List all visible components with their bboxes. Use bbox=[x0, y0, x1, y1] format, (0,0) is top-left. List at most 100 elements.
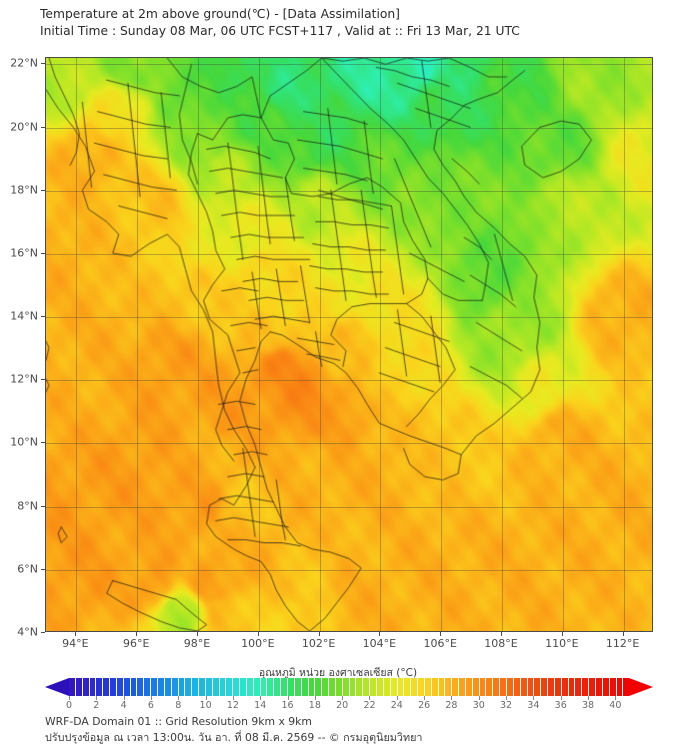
colorbar-tick bbox=[560, 696, 562, 700]
colorbar-cell bbox=[356, 678, 364, 696]
colorbar-cell bbox=[192, 678, 200, 696]
colorbar-tick bbox=[588, 696, 590, 700]
grid-line-meridian bbox=[198, 58, 199, 631]
colorbar-tick bbox=[178, 696, 180, 700]
grid-line-parallel bbox=[46, 443, 652, 445]
temperature-field-canvas bbox=[46, 58, 652, 631]
colorbar-cell bbox=[589, 678, 596, 696]
colorbar-cell bbox=[472, 678, 480, 696]
colorbar-cell bbox=[465, 678, 473, 696]
x-axis-label: 96°E bbox=[122, 637, 150, 650]
chart-title-line-1: Temperature at 2m above ground(℃) - [Dat… bbox=[40, 7, 400, 21]
x-axis-label: 112°E bbox=[605, 637, 640, 650]
colorbar-cell bbox=[459, 678, 466, 696]
colorbar-gradient bbox=[69, 678, 630, 696]
colorbar-cell bbox=[623, 678, 630, 696]
colorbar-cell bbox=[431, 678, 439, 696]
y-axis-label: 14°N bbox=[10, 309, 38, 323]
colorbar-tick bbox=[342, 696, 344, 700]
colorbar-tick bbox=[478, 696, 480, 700]
colorbar-tick bbox=[424, 696, 426, 700]
y-axis-tick bbox=[41, 505, 45, 507]
colorbar-tick bbox=[96, 696, 98, 700]
colorbar-cell bbox=[383, 678, 391, 696]
x-axis-tick bbox=[136, 632, 138, 636]
colorbar-cell bbox=[205, 678, 213, 696]
colorbar-tick-label: 26 bbox=[418, 700, 431, 711]
colorbar-cell bbox=[75, 678, 83, 696]
colorbar-cell bbox=[342, 678, 350, 696]
grid-line-meridian bbox=[319, 58, 321, 631]
colorbar-cell bbox=[308, 678, 316, 696]
x-axis-tick bbox=[561, 632, 563, 636]
grid-line-parallel bbox=[46, 506, 652, 508]
colorbar-cell bbox=[602, 678, 610, 696]
colorbar-tick-label: 30 bbox=[472, 700, 485, 711]
y-axis-label: 4°N bbox=[17, 625, 38, 639]
colorbar-cell bbox=[561, 678, 569, 696]
colorbar-cell bbox=[411, 678, 419, 696]
colorbar-cell bbox=[267, 678, 275, 696]
colorbar-extend-low-arrow bbox=[45, 678, 69, 696]
y-axis-tick bbox=[41, 126, 45, 128]
colorbar-tick bbox=[369, 696, 371, 700]
colorbar-tick-label: 12 bbox=[226, 700, 239, 711]
colorbar-cell bbox=[178, 678, 186, 696]
colorbar-tick-label: 32 bbox=[500, 700, 513, 711]
colorbar-tick-label: 20 bbox=[336, 700, 349, 711]
y-axis-label: 18°N bbox=[10, 183, 38, 197]
x-axis-tick bbox=[622, 632, 624, 636]
x-axis-tick bbox=[75, 632, 77, 636]
colorbar-cell bbox=[445, 678, 453, 696]
colorbar: 0 2 4 6 8 10 12 14 16 18 20 22 24 26 28 30 32 34 36 38 40 bbox=[45, 678, 653, 711]
colorbar-cell bbox=[493, 678, 501, 696]
colorbar-tick-label: 0 bbox=[65, 700, 73, 711]
x-axis-tick bbox=[379, 632, 381, 636]
colorbar-tick bbox=[123, 696, 125, 700]
grid-line-parallel bbox=[46, 253, 652, 255]
colorbar-cell bbox=[616, 678, 624, 696]
colorbar-cell bbox=[370, 678, 377, 696]
colorbar-cell bbox=[554, 678, 562, 696]
colorbar-tick-label: 36 bbox=[554, 700, 567, 711]
y-axis-label: 20°N bbox=[10, 120, 38, 133]
colorbar-tick bbox=[287, 696, 289, 700]
colorbar-cell bbox=[513, 678, 521, 696]
grid-line-meridian bbox=[502, 58, 503, 631]
colorbar-cell bbox=[520, 678, 528, 696]
colorbar-cell bbox=[479, 678, 487, 696]
colorbar-tick-label: 28 bbox=[445, 700, 458, 711]
colorbar-tick bbox=[314, 696, 316, 700]
colorbar-tick bbox=[260, 696, 262, 700]
x-axis-label: 104°E bbox=[362, 637, 397, 650]
colorbar-tick bbox=[451, 696, 453, 700]
y-axis-label: 8°N bbox=[17, 499, 38, 513]
colorbar-cell bbox=[527, 678, 535, 696]
colorbar-tick-label: 24 bbox=[390, 700, 403, 711]
colorbar-tick bbox=[615, 696, 617, 700]
colorbar-cell bbox=[89, 678, 97, 696]
grid-line-parallel bbox=[46, 380, 652, 382]
colorbar-cell bbox=[281, 678, 288, 696]
x-axis-label: 98°E bbox=[183, 637, 211, 650]
grid-line-parallel bbox=[46, 569, 652, 571]
colorbar-cell bbox=[390, 678, 398, 696]
footer-update-info: ปรับปรุงข้อมูล ณ เวลา 13:00น. วัน อา. ที… bbox=[45, 731, 423, 744]
colorbar-cell bbox=[315, 678, 323, 696]
colorbar-tick-label: 4 bbox=[120, 700, 127, 711]
x-axis-tick bbox=[197, 632, 198, 636]
colorbar-cell bbox=[137, 678, 145, 696]
footer-block: WRF-DA Domain 01 :: Grid Resolution 9km … bbox=[45, 714, 422, 746]
colorbar-tick-label: 34 bbox=[527, 700, 540, 711]
colorbar-tick bbox=[69, 696, 70, 700]
colorbar-tick-label: 16 bbox=[281, 700, 294, 711]
colorbar-tick-label: 18 bbox=[308, 700, 321, 711]
y-axis-label: 16°N bbox=[10, 246, 38, 260]
colorbar-title: อุณหภูมิ หน่วย องศาเซลเซียส (°C) bbox=[258, 667, 418, 679]
colorbar-cell bbox=[438, 678, 446, 696]
grid-line-parallel bbox=[46, 127, 652, 129]
y-axis-tick bbox=[41, 252, 45, 254]
colorbar-tick-label: 38 bbox=[581, 700, 595, 711]
colorbar-tick bbox=[205, 696, 207, 700]
x-axis-label: 100°E bbox=[241, 637, 275, 650]
